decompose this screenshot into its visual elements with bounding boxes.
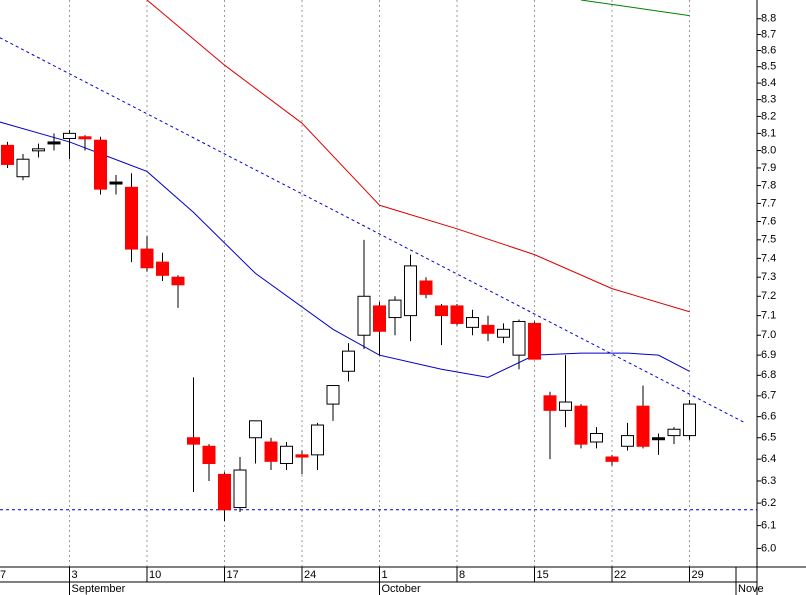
y-tick-label: 7.5	[761, 234, 776, 246]
candle-body	[311, 424, 324, 456]
y-tick-label: 8.5	[761, 61, 776, 73]
candle-body	[109, 181, 123, 185]
axes: 6.0 6.1 6.2 6.3 6.4 6.5 6.6 6.7 6.8 6.9 7.0 7.1 7.2 7…	[0, 13, 776, 595]
candle-body	[466, 317, 479, 328]
x-tick-label: 8	[459, 569, 465, 581]
x-tick-label: 15	[537, 569, 549, 581]
candle-body	[497, 328, 510, 338]
y-tick-label: 7.2	[761, 290, 776, 302]
candle-body	[280, 445, 293, 465]
candle-body	[419, 280, 433, 295]
x-tick-label: 7	[0, 569, 6, 581]
candle-body	[187, 437, 200, 445]
y-tick-label: 7.3	[761, 271, 776, 283]
x-tick-label: 29	[692, 569, 704, 581]
candle-body	[47, 141, 61, 145]
candle-body	[357, 295, 371, 336]
candle-body	[63, 132, 76, 140]
y-tick-label: 8.7	[761, 28, 776, 40]
y-tick-label: 8.3	[761, 94, 776, 106]
month-label: Nove	[738, 583, 764, 595]
indicator-line	[0, 121, 690, 378]
candle-body	[373, 305, 386, 332]
candle-body	[652, 437, 665, 441]
candle-body	[218, 473, 231, 511]
candle-body	[435, 305, 448, 317]
candle-body	[450, 305, 464, 324]
candle-body	[171, 276, 185, 286]
month-label: October	[382, 583, 421, 595]
y-tick-label: 7.8	[761, 179, 776, 191]
x-tick-label: 10	[149, 569, 161, 581]
y-tick-label: 7.9	[761, 162, 776, 174]
candle-body	[16, 158, 30, 178]
candle-body	[249, 420, 262, 439]
indicator-line	[580, 0, 690, 17]
candle-body	[326, 385, 340, 405]
candle-body	[636, 405, 650, 447]
candle-body	[233, 469, 247, 509]
y-tick-label: 8.0	[761, 144, 776, 156]
y-tick-label: 6.8	[761, 369, 776, 381]
y-tick-label: 6.1	[761, 519, 776, 531]
candle-body	[605, 456, 619, 462]
candle-body	[574, 405, 588, 445]
candle-body	[125, 186, 138, 250]
month-label: September	[72, 583, 126, 595]
candle-body	[559, 401, 572, 411]
y-tick-label: 6.4	[761, 453, 776, 465]
y-tick-label: 8.1	[761, 127, 776, 139]
candle-body	[32, 148, 45, 152]
y-tick-label: 7.1	[761, 310, 776, 322]
x-tick-label: 17	[227, 569, 239, 581]
candle-body	[140, 248, 154, 269]
y-tick-label: 6.9	[761, 349, 776, 361]
x-tick-label: 22	[614, 569, 626, 581]
candle-body	[78, 136, 92, 140]
y-tick-label: 7.0	[761, 329, 776, 341]
candle-body	[543, 395, 557, 411]
y-tick-label: 6.0	[761, 542, 776, 554]
candle-body	[621, 435, 634, 447]
x-tick-label: 1	[382, 569, 388, 581]
candle-body	[481, 324, 495, 334]
candle-body	[156, 261, 169, 276]
y-tick-label: 7.7	[761, 197, 776, 209]
candle-body	[295, 454, 309, 458]
x-tick-label: 3	[72, 569, 78, 581]
y-tick-label: 6.3	[761, 475, 776, 487]
y-tick-label: 7.4	[761, 252, 776, 264]
candle-body	[404, 265, 417, 317]
candle-body	[528, 322, 541, 360]
candle-body	[94, 139, 107, 190]
x-tick-label: 24	[304, 569, 316, 581]
candle-body	[264, 441, 278, 462]
candle-body	[202, 445, 216, 465]
y-tick-label: 7.6	[761, 215, 776, 227]
candle-body	[342, 350, 355, 372]
candle-body	[1, 144, 14, 165]
y-tick-label: 6.5	[761, 432, 776, 444]
y-tick-label: 8.6	[761, 44, 776, 56]
y-tick-label: 6.2	[761, 497, 776, 509]
candle-body	[667, 428, 681, 437]
plot-area	[0, 0, 757, 567]
y-tick-label: 8.2	[761, 110, 776, 122]
indicator-line	[146, 0, 690, 313]
y-tick-label: 6.6	[761, 411, 776, 423]
candle-body	[683, 403, 696, 437]
candle-body	[590, 432, 603, 443]
y-tick-label: 8.8	[761, 13, 776, 25]
candle-body	[512, 320, 526, 356]
candle-body	[388, 299, 402, 319]
y-tick-label: 6.7	[761, 390, 776, 402]
indicator-line	[0, 37, 746, 424]
y-tick-label: 8.4	[761, 77, 776, 89]
